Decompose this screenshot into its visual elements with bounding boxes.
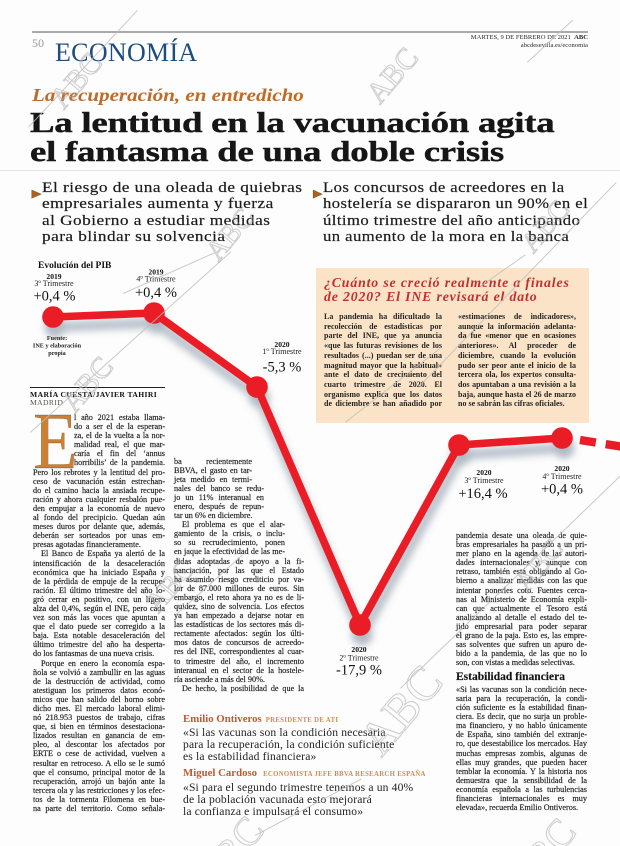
svg-text:2020: 2020 xyxy=(274,340,289,349)
svg-text:INE y elaboración: INE y elaboración xyxy=(33,343,82,350)
svg-text:2019: 2019 xyxy=(148,268,163,277)
svg-text:2020: 2020 xyxy=(351,645,366,654)
svg-text:2º Trimestre: 2º Trimestre xyxy=(339,654,379,663)
svg-text:+16,4 %: +16,4 % xyxy=(458,486,507,502)
svg-text:+0,4 %: +0,4 % xyxy=(135,285,177,301)
svg-text:4º Trimestre: 4º Trimestre xyxy=(542,472,582,481)
svg-text:+0,4 %: +0,4 % xyxy=(541,482,583,498)
svg-text:2020: 2020 xyxy=(554,464,569,473)
svg-text:+0,4 %: +0,4 % xyxy=(34,289,76,305)
svg-text:propia: propia xyxy=(48,350,65,357)
svg-text:Evolución del PIB: Evolución del PIB xyxy=(38,261,112,271)
svg-text:-17,9 %: -17,9 % xyxy=(336,663,382,679)
svg-text:3º Trimestre: 3º Trimestre xyxy=(34,279,74,288)
svg-text:Fuente:: Fuente: xyxy=(47,335,67,342)
svg-text:-5,3 %: -5,3 % xyxy=(263,360,302,376)
svg-text:2019: 2019 xyxy=(46,272,61,281)
svg-text:3º Trimestre: 3º Trimestre xyxy=(464,476,504,485)
svg-text:2020: 2020 xyxy=(476,468,491,477)
svg-text:1º Trimestre: 1º Trimestre xyxy=(262,347,302,356)
